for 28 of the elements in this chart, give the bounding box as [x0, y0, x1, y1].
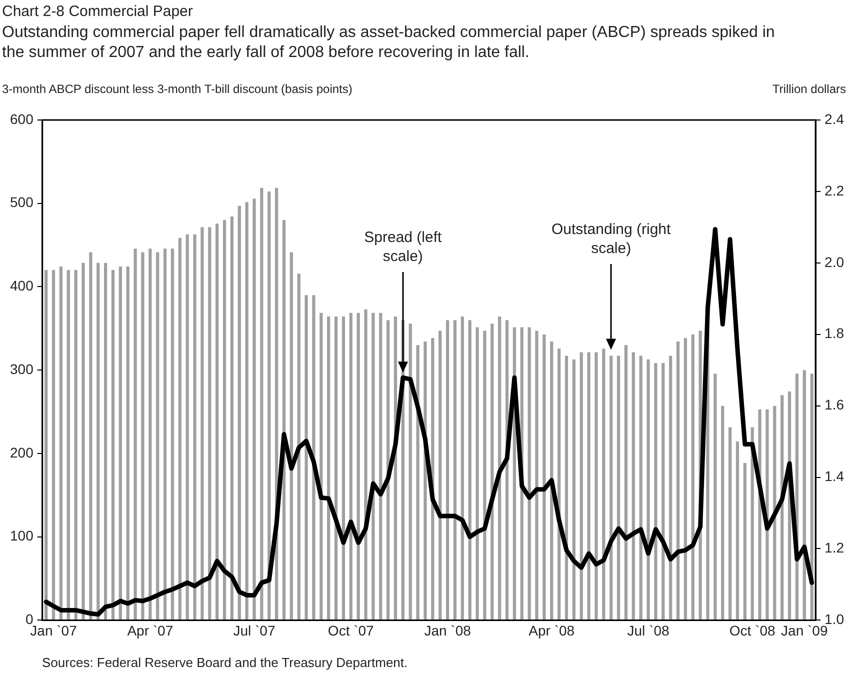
y2-axis-title: Trillion dollars: [772, 82, 846, 96]
source-note: Sources: Federal Reserve Board and the Treasury Department.: [42, 655, 408, 670]
x-tick-label: Apr `07: [127, 622, 174, 638]
y2-tick-label: 1.4: [824, 468, 844, 484]
y2-tick-label: 2.4: [824, 110, 844, 127]
x-tick-label: Jul `08: [627, 622, 670, 638]
x-tick-label: Jul `07: [233, 622, 276, 638]
y-tick-label: 300: [10, 360, 34, 377]
annotation: Spread (left scale): [363, 228, 443, 266]
y2-tick-label: 1.8: [824, 325, 844, 342]
y-tick-label: 400: [10, 278, 34, 294]
annotation: Outstanding (right scale): [551, 220, 672, 258]
y-axis-title: 3-month ABCP discount less 3-month T-bill discount (basis points): [2, 82, 352, 96]
chart-title: Chart 2-8 Commercial Paper: [2, 3, 193, 20]
y2-tick-label: 1.6: [824, 396, 844, 413]
x-tick-label: Oct `07: [328, 622, 374, 638]
y-tick-label: 0: [26, 611, 34, 628]
y-tick-label: 100: [10, 528, 34, 544]
y-tick-label: 600: [10, 110, 34, 127]
y2-tick-label: 1.2: [824, 540, 844, 556]
x-tick-label: Oct `08: [729, 622, 776, 638]
chart-subtitle: Outstanding commercial paper fell dramatically as asset-backed commercial paper (ABCP) spreads spiked in the summer of 2007 and the early fall of 2008 before recovering in late fall.: [2, 23, 776, 63]
y-tick-label: 500: [10, 194, 34, 210]
y2-tick-label: 2.0: [824, 254, 844, 270]
y2-tick-label: 2.2: [824, 182, 844, 198]
y-tick-label: 200: [10, 444, 34, 460]
x-tick-label: Apr `08: [528, 622, 575, 638]
x-tick-label: Jan `08: [424, 622, 472, 638]
